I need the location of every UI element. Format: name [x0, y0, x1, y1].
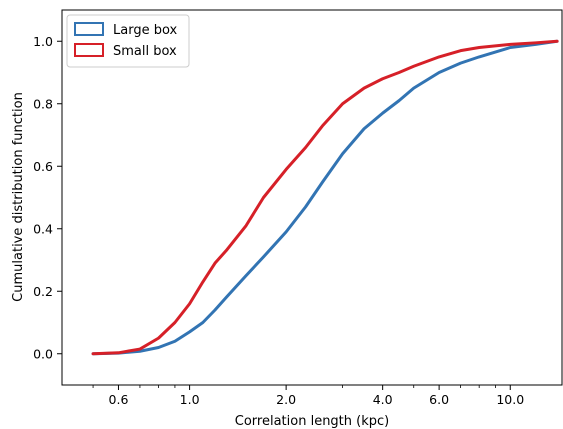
y-tick-label: 0.6 — [33, 159, 53, 174]
series-layer — [91, 39, 559, 356]
y-axis-ticks: 0.0 0.2 0.4 0.6 0.8 1.0 — [33, 34, 62, 361]
x-tick-label: 2.0 — [276, 392, 296, 407]
x-axis-label: Correlation length (kpc) — [235, 414, 389, 429]
legend: Large box Small box — [66, 14, 190, 68]
legend-swatch-small-box — [74, 43, 104, 57]
plot-frame — [61, 9, 563, 386]
legend-box — [66, 14, 190, 68]
x-tick-label: 1.0 — [180, 392, 200, 407]
x-tick-label: 10.0 — [496, 392, 524, 407]
y-tick-label: 0.4 — [33, 221, 53, 236]
legend-swatch-large-box — [74, 22, 104, 36]
y-tick-label: 1.0 — [33, 34, 53, 49]
y-axis-label: Cumulative distribution function — [11, 92, 26, 302]
series-line-small-box — [91, 39, 559, 356]
y-tick-label: 0.0 — [33, 346, 53, 361]
y-tick-label: 0.8 — [33, 96, 53, 111]
x-tick-label: 4.0 — [373, 392, 393, 407]
x-tick-label: 6.0 — [429, 392, 449, 407]
y-tick-label: 0.2 — [33, 284, 53, 299]
series-line-large-box — [91, 39, 559, 356]
legend-label-large-box: Large box — [113, 23, 178, 38]
x-axis-ticks: 0.6 1.0 2.0 4.0 6.0 10.0 — [92, 385, 524, 407]
legend-label-small-box: Small box — [113, 44, 177, 59]
x-tick-label: 0.6 — [109, 392, 129, 407]
